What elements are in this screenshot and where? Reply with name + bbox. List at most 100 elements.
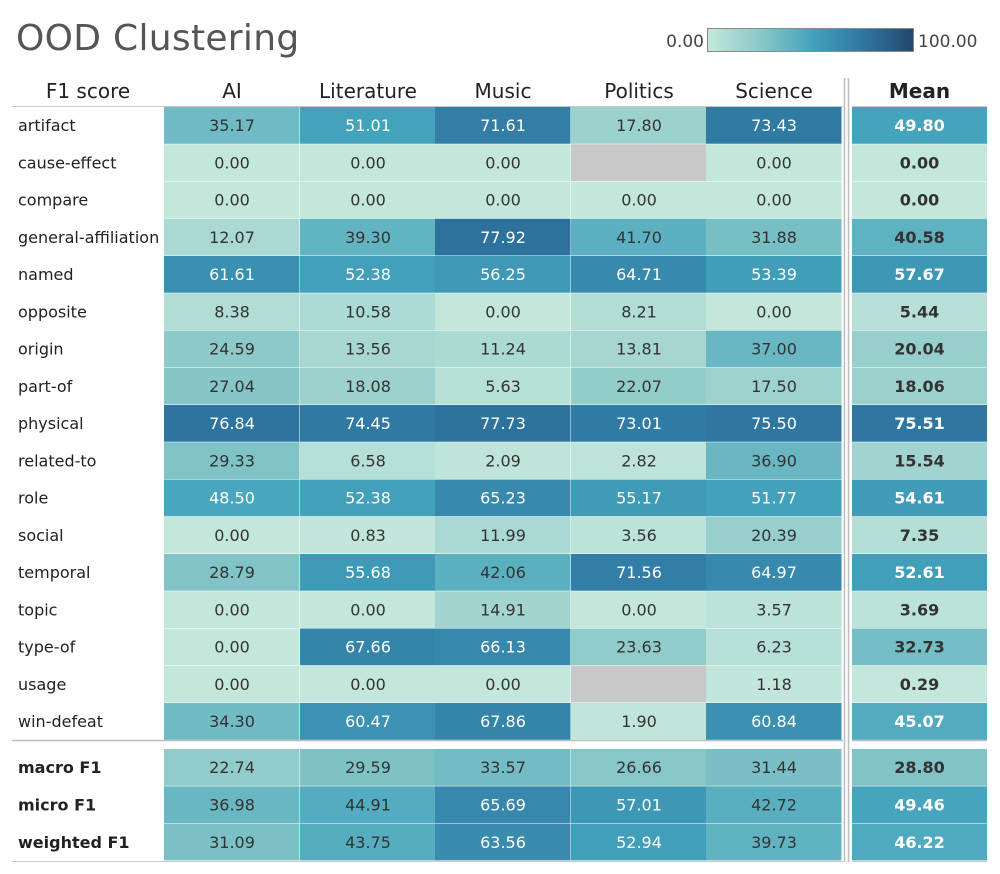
row-cell-cause-effect-ai [164,144,300,181]
row-cell-role-literature [300,479,436,517]
row-label-artifact: artifact [18,116,76,135]
row-value-part-of-ai: 27.04 [209,377,255,396]
row-cell-temporal-ai [164,554,300,591]
row-value-social-music: 11.99 [480,526,526,545]
row-cell-related-to-politics [571,442,707,479]
row-cell-topic-science [706,591,842,628]
summary-cell-micro-f1-ai [164,786,300,824]
row-value-type-of-science: 6.23 [756,638,792,657]
row-value-general-affiliation-science: 31.88 [751,228,797,247]
row-value-cause-effect-ai: 0.00 [214,153,250,172]
row-value-type-of-literature: 67.66 [345,638,391,657]
row-value-opposite-politics: 8.21 [621,302,657,321]
row-value-named-science: 53.39 [751,265,797,284]
row-value-cause-effect-science: 0.00 [756,153,792,172]
row-value-role-ai: 48.50 [209,489,255,508]
row-value-origin-politics: 13.81 [616,340,662,359]
summary-value-macro-f1-politics: 26.66 [616,758,662,777]
row-value-physical-music: 77.73 [480,414,526,433]
row-cell-social-music [435,516,571,554]
summary-value-micro-f1-science: 42.72 [751,795,797,814]
row-mean-value-origin: 20.04 [894,340,945,359]
row-value-general-affiliation-politics: 41.70 [616,228,662,247]
row-cell-related-to-music [435,442,571,479]
row-cell-physical-politics [571,405,707,442]
row-cell-usage-politics [571,665,707,703]
row-cell-origin-ai [164,330,300,368]
row-mean-cell-artifact [852,107,987,144]
row-value-temporal-politics: 71.56 [616,563,662,582]
row-value-general-affiliation-music: 77.92 [480,228,526,247]
row-value-related-to-ai: 29.33 [209,451,255,470]
row-value-compare-music: 0.00 [485,191,521,210]
row-mean-cell-general-affiliation [852,218,987,256]
summary-cell-micro-f1-science [706,786,842,824]
summary-cell-weighted-f1-science [706,823,842,861]
summary-mean-value-macro-f1: 28.80 [894,758,945,777]
row-value-win-defeat-politics: 1.90 [621,712,657,731]
summary-cell-micro-f1-politics [571,786,707,824]
row-cell-physical-ai [164,405,300,442]
row-value-part-of-politics: 22.07 [616,377,662,396]
row-mean-value-cause-effect: 0.00 [900,153,939,172]
row-cell-artifact-politics [571,107,707,144]
row-value-opposite-ai: 8.38 [214,302,250,321]
row-cell-opposite-science [706,293,842,330]
row-value-part-of-literature: 18.08 [345,377,391,396]
row-value-physical-literature: 74.45 [345,414,391,433]
row-mean-cell-related-to [852,442,987,479]
row-value-usage-ai: 0.00 [214,675,250,694]
row-cell-named-science [706,256,842,293]
row-value-related-to-politics: 2.82 [621,451,657,470]
summary-value-macro-f1-music: 33.57 [480,758,526,777]
summary-value-weighted-f1-ai: 31.09 [209,833,255,852]
row-mean-value-opposite: 5.44 [900,302,939,321]
summary-cell-weighted-f1-politics [571,823,707,861]
row-value-physical-politics: 73.01 [616,414,662,433]
column-header-ai: AI [222,79,242,103]
row-value-compare-politics: 0.00 [621,191,657,210]
row-cell-cause-effect-music [435,144,571,181]
row-cell-related-to-ai [164,442,300,479]
row-value-origin-science: 37.00 [751,340,797,359]
row-mean-cell-physical [852,405,987,442]
row-value-part-of-science: 17.50 [751,377,797,396]
row-cell-physical-science [706,405,842,442]
corner-header-label: F1 score [46,79,130,103]
row-cell-cause-effect-science [706,144,842,181]
row-value-temporal-literature: 55.68 [345,563,391,582]
row-cell-general-affiliation-music [435,218,571,256]
row-value-origin-ai: 24.59 [209,340,255,359]
row-value-type-of-ai: 0.00 [214,638,250,657]
row-cell-physical-music [435,405,571,442]
row-label-temporal: temporal [18,563,90,582]
row-label-origin: origin [18,340,64,359]
row-value-social-politics: 3.56 [621,526,657,545]
summary-value-weighted-f1-politics: 52.94 [616,833,662,852]
summary-mean-value-micro-f1: 49.46 [894,795,945,814]
mean-column-header: Mean [889,79,950,103]
row-cell-topic-politics [571,591,707,628]
row-cell-social-science [706,516,842,554]
row-label-part-of: part-of [18,377,73,396]
row-mean-cell-compare [852,181,987,219]
row-cell-origin-science [706,330,842,368]
color-legend: 0.00 100.00 [0,0,1000,70]
row-value-cause-effect-literature: 0.00 [350,153,386,172]
row-value-compare-ai: 0.00 [214,191,250,210]
row-cell-topic-music [435,591,571,628]
summary-value-macro-f1-science: 31.44 [751,758,797,777]
row-value-general-affiliation-literature: 39.30 [345,228,391,247]
row-cell-origin-music [435,330,571,368]
row-value-opposite-literature: 10.58 [345,302,391,321]
row-label-topic: topic [18,600,57,619]
row-value-topic-science: 3.57 [756,600,792,619]
row-mean-cell-social [852,516,987,554]
row-cell-topic-ai [164,591,300,628]
row-cell-temporal-science [706,554,842,591]
row-mean-cell-role [852,479,987,517]
row-cell-temporal-music [435,554,571,591]
row-mean-value-type-of: 32.73 [894,638,945,657]
row-cell-type-of-literature [300,628,436,666]
row-mean-cell-type-of [852,628,987,666]
